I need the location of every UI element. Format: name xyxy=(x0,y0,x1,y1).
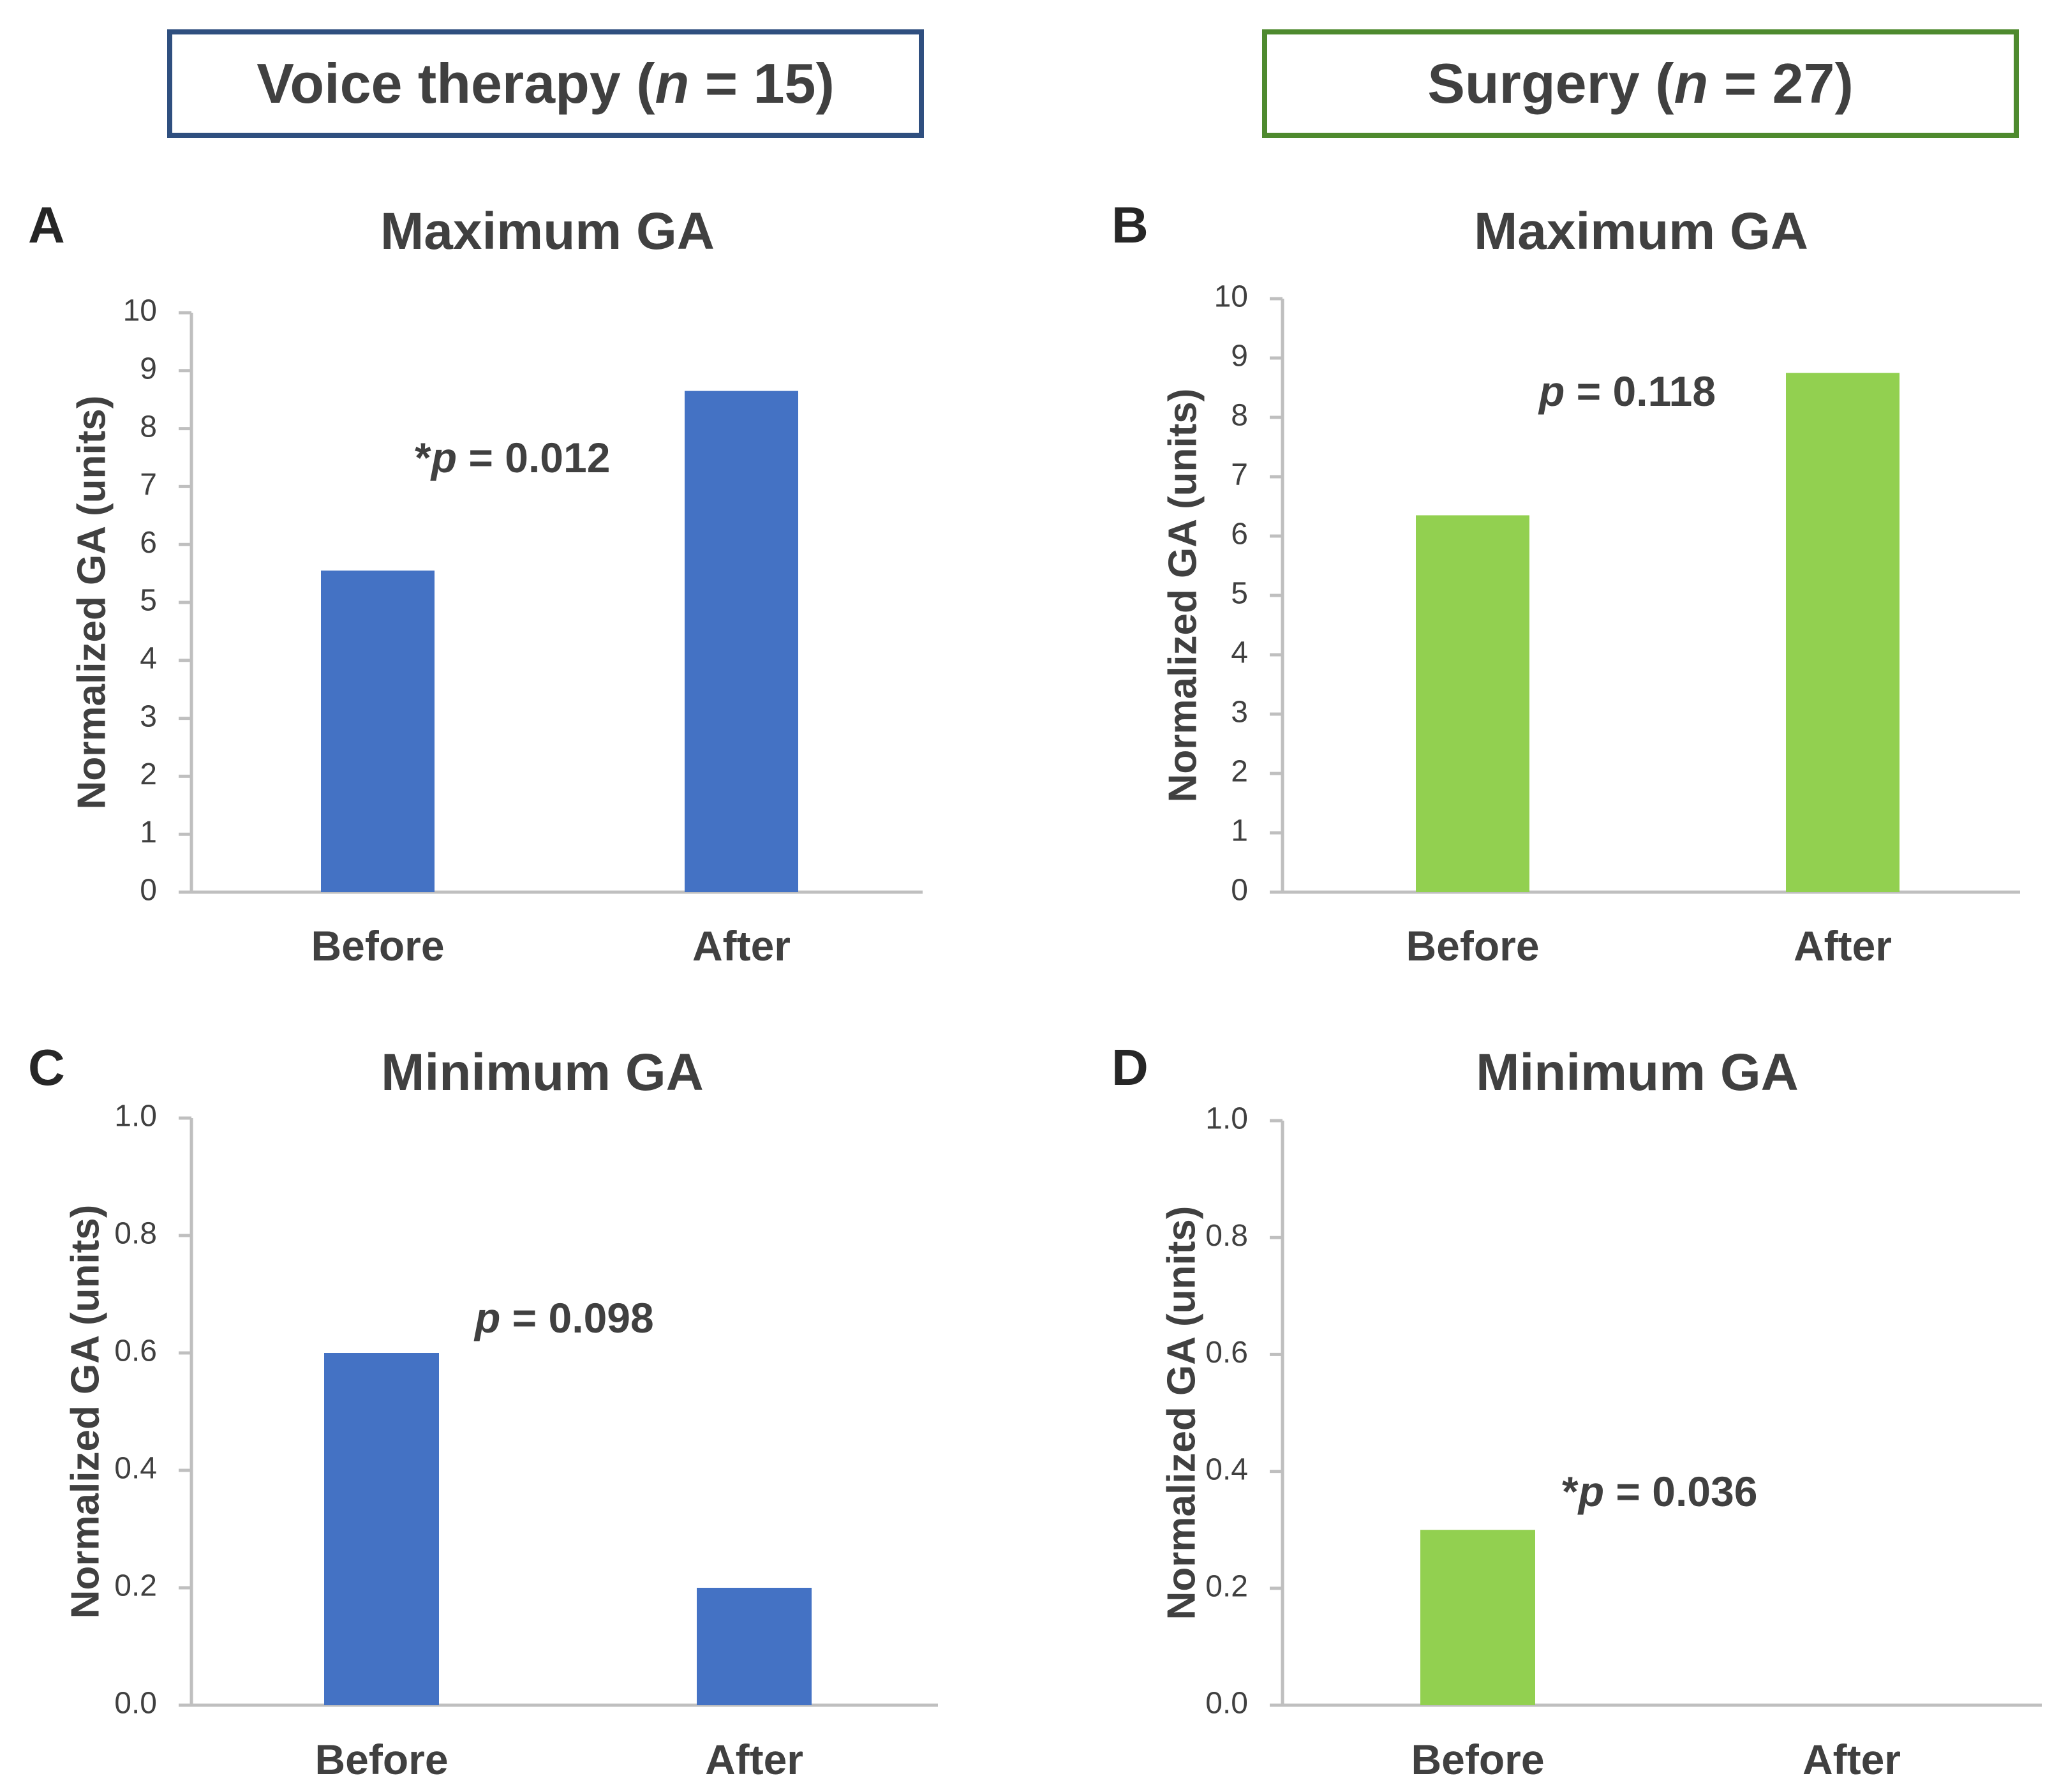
y-axis-label: Normalized GA (units) xyxy=(1161,389,1205,803)
group-label-suffix: = 15) xyxy=(689,52,835,115)
y-tick-label: 0.4 xyxy=(1205,1452,1248,1486)
group-label-prefix: Voice therapy ( xyxy=(256,52,655,115)
y-tick-label: 4 xyxy=(140,641,157,675)
p-value-text: = 0.098 xyxy=(500,1294,653,1341)
y-tick-label: 4 xyxy=(1231,636,1248,670)
chart-title: Minimum GA xyxy=(1476,1043,1799,1101)
group-label-n: n xyxy=(1674,52,1709,115)
y-tick-label: 7 xyxy=(140,468,157,502)
bar-before xyxy=(324,1353,439,1705)
y-tick-label: 0.4 xyxy=(114,1452,157,1486)
y-axis-label: Normalized GA (units) xyxy=(1159,1206,1203,1620)
y-tick-label: 10 xyxy=(123,294,157,328)
y-axis-label: Normalized GA (units) xyxy=(70,396,114,810)
group-label-surgery: Surgery (n = 27) xyxy=(1262,29,2019,138)
y-tick-label: 5 xyxy=(1231,577,1248,611)
y-tick-label: 3 xyxy=(1231,696,1248,729)
y-tick-label: 0.6 xyxy=(114,1334,157,1368)
y-tick-label: 3 xyxy=(140,699,157,733)
y-tick-label: 8 xyxy=(1231,399,1248,433)
y-tick-label: 7 xyxy=(1231,458,1248,492)
y-tick-label: 10 xyxy=(1214,280,1248,314)
p-symbol: p xyxy=(1538,368,1565,415)
y-tick-label: 0.0 xyxy=(1205,1687,1248,1721)
panel-letter: B xyxy=(1112,197,1149,253)
p-value-annotation: *p = 0.036 xyxy=(1562,1468,1757,1515)
p-symbol: p xyxy=(1577,1468,1604,1515)
p-value-annotation: p = 0.118 xyxy=(1538,368,1716,415)
group-label-prefix: Surgery ( xyxy=(1427,52,1674,115)
group-label-suffix: = 27) xyxy=(1708,52,1854,115)
y-tick-label: 0.8 xyxy=(114,1217,157,1251)
x-category-label: After xyxy=(1794,922,1892,969)
y-tick-label: 9 xyxy=(140,352,157,385)
y-tick-label: 2 xyxy=(140,758,157,791)
chart-title: Maximum GA xyxy=(380,202,715,260)
panel-letter: D xyxy=(1112,1039,1149,1096)
y-tick-label: 8 xyxy=(140,410,157,444)
group-label-n: n xyxy=(655,52,690,115)
y-tick-label: 0.0 xyxy=(114,1687,157,1721)
x-category-label: After xyxy=(705,1736,803,1783)
panel-letter: C xyxy=(28,1039,65,1096)
y-tick-label: 0.6 xyxy=(1205,1336,1248,1370)
bar-before xyxy=(1416,515,1529,892)
y-tick-label: 1.0 xyxy=(1205,1102,1248,1136)
x-category-label: Before xyxy=(1406,922,1539,969)
group-label-voice-therapy: Voice therapy (n = 15) xyxy=(167,29,924,138)
y-tick-label: 0.2 xyxy=(1205,1569,1248,1603)
x-category-label: Before xyxy=(315,1736,448,1783)
p-value-annotation: *p = 0.012 xyxy=(415,434,610,481)
y-tick-label: 9 xyxy=(1231,340,1248,373)
bar-before xyxy=(1420,1530,1535,1705)
y-tick-label: 5 xyxy=(140,584,157,618)
significance-star: * xyxy=(1562,1468,1579,1515)
y-tick-label: 0 xyxy=(140,874,157,907)
bar-before xyxy=(321,571,435,892)
p-value-annotation: p = 0.098 xyxy=(473,1294,654,1341)
x-category-label: Before xyxy=(311,922,444,969)
y-tick-label: 1 xyxy=(1231,814,1248,848)
y-tick-label: 0.8 xyxy=(1205,1219,1248,1253)
chart-title: Maximum GA xyxy=(1474,202,1808,260)
p-symbol: p xyxy=(473,1294,500,1341)
p-value-text: = 0.036 xyxy=(1604,1468,1757,1515)
chart-title: Minimum GA xyxy=(381,1043,704,1101)
p-symbol: p xyxy=(430,434,457,481)
y-axis-label: Normalized GA (units) xyxy=(63,1205,107,1619)
y-tick-label: 2 xyxy=(1231,755,1248,789)
bar-after xyxy=(685,391,798,892)
panel-letter: A xyxy=(28,197,65,253)
p-value-text: = 0.118 xyxy=(1565,368,1716,415)
y-tick-label: 1.0 xyxy=(114,1100,157,1133)
x-category-label: After xyxy=(1803,1736,1901,1783)
y-tick-label: 6 xyxy=(140,526,157,560)
bar-after xyxy=(697,1588,812,1705)
x-category-label: Before xyxy=(1411,1736,1544,1783)
bar-after xyxy=(1786,373,1900,892)
significance-star: * xyxy=(415,434,431,481)
y-tick-label: 0 xyxy=(1231,874,1248,907)
y-tick-label: 6 xyxy=(1231,518,1248,551)
y-tick-label: 0.2 xyxy=(114,1569,157,1603)
y-tick-label: 1 xyxy=(140,816,157,849)
p-value-text: = 0.012 xyxy=(457,434,610,481)
x-category-label: After xyxy=(692,922,791,969)
